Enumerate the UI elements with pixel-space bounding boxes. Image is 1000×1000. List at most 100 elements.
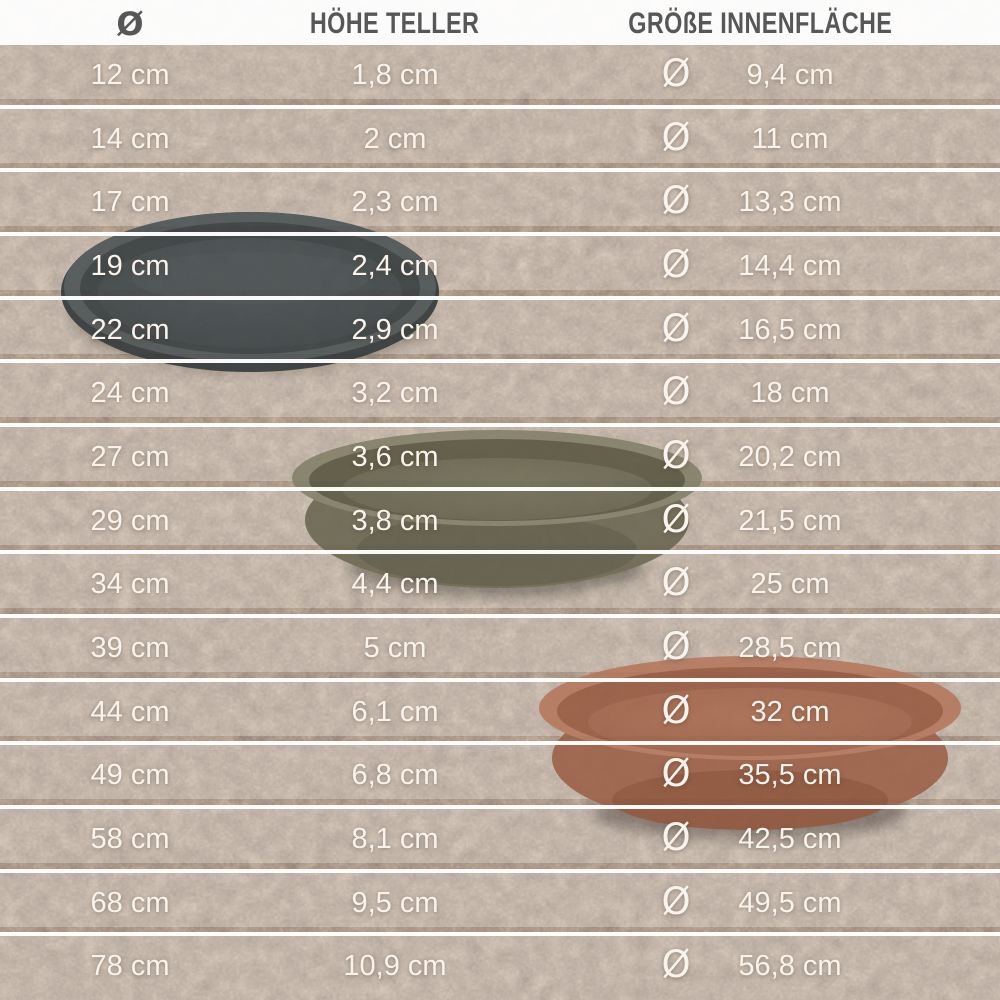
diameter-icon: Ø — [661, 815, 691, 859]
inner-size-cell: 16,5 cm — [738, 313, 842, 346]
row-separator-line — [0, 868, 1000, 873]
row-gap — [0, 226, 1000, 232]
diameter-icon: Ø — [661, 242, 691, 286]
inner-size-cell: 56,8 cm — [738, 950, 842, 983]
table-row: 22 cm 2,9 cm Ø 16,5 cm — [0, 300, 1000, 364]
table-header: Ø HÖHE TELLER GRÖßE INNENFLÄCHE — [0, 0, 1000, 45]
row-separator-line — [0, 613, 1000, 618]
row-gap — [0, 99, 1000, 105]
diameter-icon: Ø — [661, 52, 691, 95]
row-separator-line — [0, 486, 1000, 491]
inner-size-cell: 18 cm — [750, 377, 830, 410]
height-cell: 2 cm — [363, 122, 427, 155]
header-diameter-icon: Ø — [116, 5, 144, 43]
terracotta-saucer-image — [539, 656, 961, 838]
diameter-cell: 19 cm — [90, 249, 170, 282]
diameter-icon: Ø — [661, 752, 691, 796]
table-row: 17 cm 2,3 cm Ø 13,3 cm — [0, 172, 1000, 236]
anthracite-saucer-image — [61, 212, 439, 372]
diameter-cell: 68 cm — [90, 886, 170, 919]
header-inner-size-label: GRÖßE INNENFLÄCHE — [627, 7, 893, 40]
row-gap — [0, 735, 1000, 742]
table-row: 29 cm 3,8 cm Ø 21,5 cm — [0, 491, 1000, 555]
inner-size-cell: 42,5 cm — [738, 822, 842, 855]
diameter-icon: Ø — [661, 433, 691, 477]
diameter-cell: 34 cm — [90, 568, 170, 601]
inner-size-cell: 49,5 cm — [738, 886, 842, 919]
row-separator-line — [0, 677, 1000, 682]
diameter-cell: 14 cm — [90, 122, 170, 155]
row-separator-line — [0, 168, 1000, 173]
diameter-cell: 22 cm — [90, 313, 170, 346]
inner-size-cell: 11 cm — [751, 122, 829, 155]
height-cell: 6,8 cm — [351, 759, 439, 792]
diameter-cell: 29 cm — [90, 504, 170, 537]
height-cell: 5 cm — [363, 631, 427, 664]
height-cell: 9,5 cm — [351, 886, 439, 919]
table-row-background — [0, 45, 1000, 109]
diameter-icon: Ø — [661, 179, 691, 223]
row-gap — [0, 417, 1000, 423]
table-row-background — [0, 108, 1000, 173]
height-cell: 6,1 cm — [351, 695, 439, 728]
diameter-icon: Ø — [661, 624, 691, 668]
diameter-cell: 12 cm — [90, 59, 170, 91]
row-separator-line — [0, 804, 1000, 809]
height-cell: 3,2 cm — [351, 377, 439, 410]
diameter-cell: 17 cm — [90, 186, 170, 219]
table-row: 39 cm 5 cm Ø 28,5 cm — [0, 618, 1000, 682]
inner-size-cell: 21,5 cm — [738, 504, 842, 537]
row-band — [0, 363, 1000, 418]
table-row: 78 cm 10,9 cm Ø 56,8 cm — [0, 936, 1000, 1000]
table-row-background — [0, 936, 1000, 1000]
inner-size-cell: 9,4 cm — [746, 59, 834, 91]
table-row: 68 cm 9,5 cm Ø 49,5 cm — [0, 873, 1000, 937]
diameter-cell: 58 cm — [90, 822, 170, 855]
inner-size-cell: 13,3 cm — [738, 186, 842, 219]
table-row-background — [0, 363, 1000, 427]
row-band — [0, 45, 1000, 99]
diameter-cell: 78 cm — [90, 950, 170, 983]
row-separator-line — [0, 359, 1000, 364]
diameter-icon: Ø — [661, 497, 691, 541]
row-separator-line — [0, 550, 1000, 555]
diameter-icon: Ø — [661, 306, 691, 350]
row-band — [0, 172, 1000, 227]
row-separator-line — [0, 422, 1000, 427]
row-gap — [0, 162, 1000, 169]
row-separator-line — [0, 231, 1000, 236]
inner-size-cell: 14,4 cm — [738, 249, 842, 282]
row-band — [0, 872, 1000, 927]
diameter-cell: 44 cm — [90, 695, 170, 728]
header-height-label: HÖHE TELLER — [310, 7, 480, 40]
inner-size-cell: 35,5 cm — [738, 759, 842, 792]
height-cell: 10,9 cm — [343, 950, 447, 983]
diameter-cell: 49 cm — [90, 759, 170, 792]
row-band — [0, 936, 1000, 1000]
inner-size-cell: 28,5 cm — [738, 631, 842, 664]
inner-size-cell: 25 cm — [750, 568, 830, 601]
row-gap — [0, 799, 1000, 805]
row-gap — [0, 289, 1000, 296]
table-row: 19 cm 2,4 cm Ø 14,4 cm — [0, 236, 1000, 300]
row-separator-line — [0, 104, 1000, 109]
diameter-cell: 27 cm — [90, 440, 170, 473]
row-separator-line — [0, 932, 1000, 937]
inner-size-cell: 20,2 cm — [738, 440, 842, 473]
height-cell: 2,3 cm — [351, 186, 439, 219]
table-row: 49 cm 6,8 cm Ø 35,5 cm — [0, 745, 1000, 809]
height-cell: 3,6 cm — [351, 440, 439, 473]
height-cell: 8,1 cm — [351, 822, 439, 855]
row-text-layer: 12 cm 1,8 cm Ø 9,4 cm 14 cm 2 cm Ø 11 cm… — [0, 45, 1000, 1000]
table-row: 24 cm 3,2 cm Ø 18 cm — [0, 363, 1000, 427]
row-gap — [0, 862, 1000, 869]
height-cell: 3,8 cm — [351, 504, 439, 537]
diameter-cell: 24 cm — [90, 377, 170, 410]
table-row: 14 cm 2 cm Ø 11 cm — [0, 109, 1000, 173]
height-cell: 2,4 cm — [351, 249, 439, 282]
table-row-background — [0, 872, 1000, 937]
row-gap — [0, 353, 1000, 360]
diameter-icon: Ø — [661, 370, 691, 414]
row-gap — [0, 608, 1000, 614]
